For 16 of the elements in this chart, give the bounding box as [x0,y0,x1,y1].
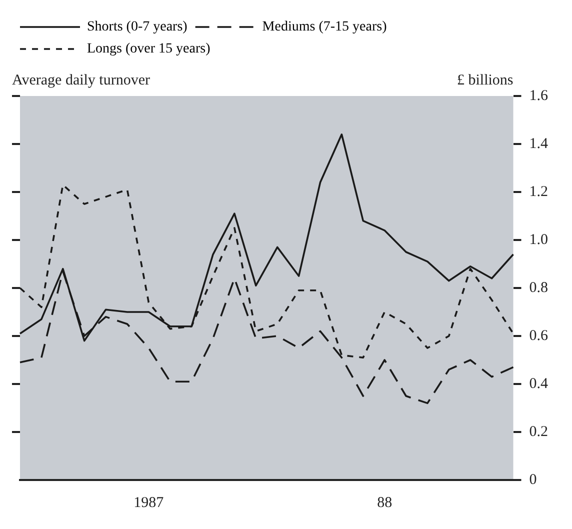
x-tick-label: 88 [377,494,392,511]
y-tick-label: 0.4 [529,376,548,392]
legend-label: Mediums (7-15 years) [262,20,388,35]
y-tick-label: 0.6 [529,328,548,344]
y-tick-label: 1.6 [529,88,548,104]
y-tick-label: 0.8 [529,280,548,296]
y-tick-label: 1.0 [529,232,548,248]
y-tick-label: 1.4 [529,136,548,152]
text: £ billions [456,72,514,88]
y-tick-label: 0.2 [529,424,548,440]
legend-label: Longs (over 15 years) [87,42,211,57]
legend-label: Shorts (0-7 years) [87,20,188,35]
y-tick-label: 1.2 [529,184,548,200]
x-tick-label: 1987 [134,494,164,511]
y-tick-label: 0 [529,472,537,488]
y-axis-title: Average daily turnover [12,72,150,88]
